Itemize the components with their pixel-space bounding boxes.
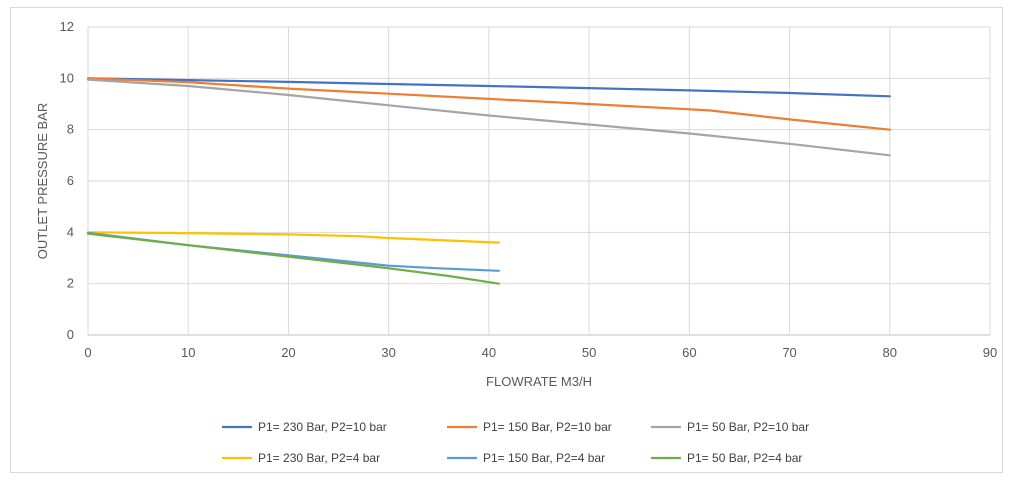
chart-area: 0 2 4 6 8 10 12 0 10 20 30 40 50 60 70 80 90 OUTLET PRES…	[10, 7, 1003, 473]
y-tick-label: 12	[60, 19, 74, 34]
x-tick-label: 10	[181, 345, 195, 360]
x-tick-label: 90	[983, 345, 997, 360]
x-tick-label: 40	[482, 345, 496, 360]
y-tick-label: 4	[67, 224, 74, 239]
legend-label: P1= 50 Bar, P2=4 bar	[687, 451, 802, 465]
legend-label: P1= 150 Bar, P2=10 bar	[483, 420, 612, 434]
y-axis-title: OUTLET PRESSURE BAR	[35, 103, 50, 260]
series-line-6	[86, 232, 500, 285]
series-line-1	[86, 77, 891, 98]
x-tick-label: 50	[582, 345, 596, 360]
gridlines	[87, 26, 991, 336]
axes: 0 2 4 6 8 10 12 0 10 20 30 40 50 60 70 80 90	[60, 19, 998, 360]
legend-label: P1= 150 Bar, P2=4 bar	[483, 451, 605, 465]
x-tick-label: 80	[883, 345, 897, 360]
line-chart: 0 2 4 6 8 10 12 0 10 20 30 40 50 60 70 80 90 OUTLET PRES…	[35, 19, 998, 465]
series-line-4	[86, 231, 500, 244]
y-tick-label: 6	[67, 173, 74, 188]
y-tick-label: 2	[67, 276, 74, 291]
legend-label: P1= 230 Bar, P2=10 bar	[258, 420, 387, 434]
legend-label: P1= 230 Bar, P2=4 bar	[258, 451, 380, 465]
x-axis-title: FLOWRATE M3/H	[486, 374, 592, 389]
y-tick-label: 8	[67, 122, 74, 137]
series-lines	[86, 77, 891, 285]
x-tick-label: 20	[281, 345, 295, 360]
series-line-3	[86, 78, 891, 157]
series-line-2	[86, 77, 891, 131]
x-tick-label: 70	[782, 345, 796, 360]
y-tick-label: 0	[67, 327, 74, 342]
x-tick-label: 60	[682, 345, 696, 360]
series-line-5	[86, 231, 500, 272]
y-tick-label: 10	[60, 70, 74, 85]
x-tick-label: 30	[381, 345, 395, 360]
legend: P1= 230 Bar, P2=10 bar P1= 150 Bar, P2=10…	[222, 420, 809, 465]
legend-label: P1= 50 Bar, P2=10 bar	[687, 420, 809, 434]
x-tick-label: 0	[84, 345, 91, 360]
